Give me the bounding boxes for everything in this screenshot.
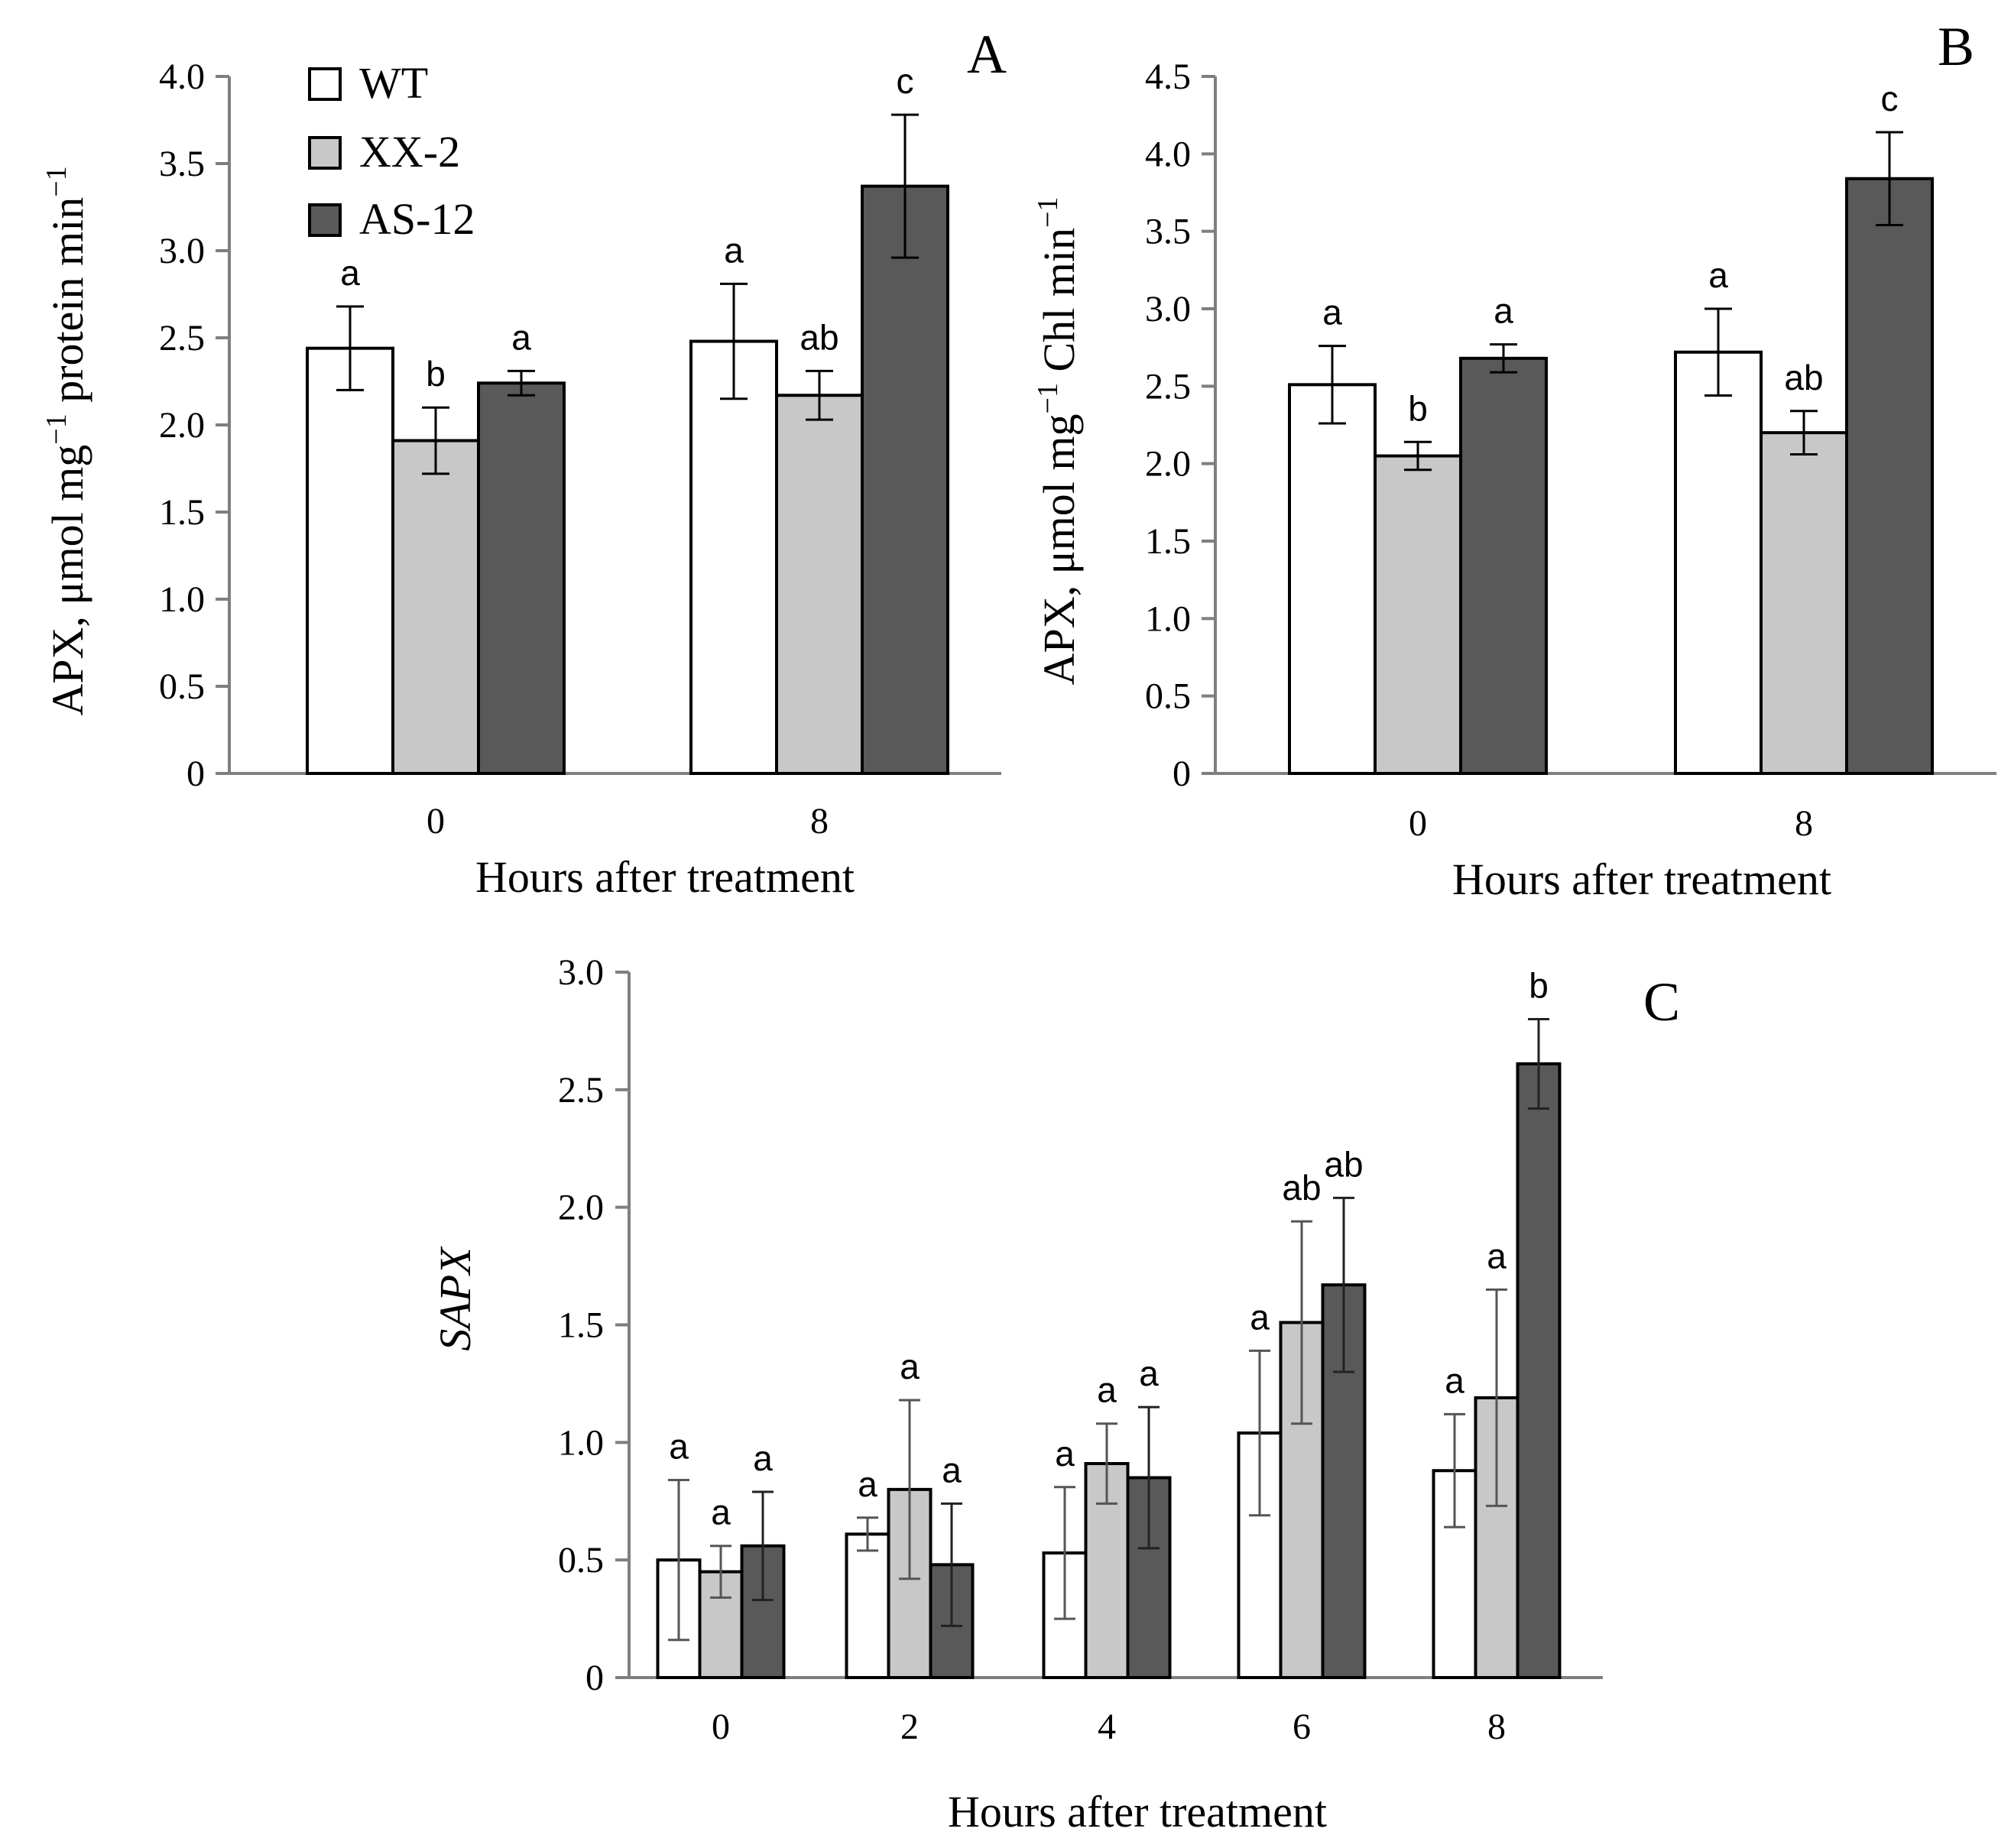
y-tick-label-b: 0.5: [1145, 676, 1191, 717]
legend: WT XX-2 AS-12: [308, 58, 475, 244]
y-tick-label-a: 3.5: [159, 144, 205, 184]
x-axis-title-c: Hours after treatment: [948, 1787, 1327, 1837]
significance-letter-b: b: [1408, 388, 1428, 428]
y-tick-label-c: 1.5: [558, 1305, 604, 1346]
y-tick-label-a: 4.0: [159, 57, 205, 97]
bar-b-as-12: [1845, 177, 1934, 775]
y-tick-label-a: 2.5: [159, 318, 205, 358]
bar-a-xx-2: [391, 439, 480, 776]
panel-label-b: B: [1938, 16, 1974, 77]
significance-letter-c: a: [1055, 1434, 1075, 1474]
y-tick-label-b: 2.5: [1145, 366, 1191, 407]
y-tick-label-b: 1.0: [1145, 598, 1191, 639]
y-tick-label-b: 3.0: [1145, 289, 1191, 329]
y-tick-label-c: 0.5: [558, 1540, 604, 1581]
y-tick-label-a: 3.0: [159, 231, 205, 271]
panel-c: C SAPX Hours after treatment 0 0.5 1.0 1.5 2…: [430, 952, 1680, 1837]
panel-a: A WT XX-2 AS-12 APX, μmol mg−1 protein m…: [41, 24, 1007, 902]
y-tick-label-c: 1.0: [558, 1422, 604, 1463]
bar-c-as-12: [1516, 1062, 1562, 1679]
significance-letter-b: a: [1322, 293, 1342, 332]
bar-a-as-12: [477, 381, 566, 775]
significance-letter-c: ab: [1324, 1144, 1363, 1184]
significance-letter-b: a: [1708, 255, 1728, 295]
y-tick-label-b: 1.5: [1145, 521, 1191, 562]
x-axis-title-b: Hours after treatment: [1452, 854, 1831, 904]
significance-letter-c: a: [1097, 1370, 1117, 1410]
significance-letter-b: ab: [1784, 358, 1823, 397]
significance-letter-c: a: [858, 1464, 877, 1504]
y-tick-label-c: 3.0: [558, 952, 604, 993]
significance-letter-c: ab: [1282, 1168, 1321, 1208]
y-tick-label-b: 4.5: [1145, 57, 1191, 97]
y-axis-title-a: APX, μmol mg−1 protein min−1: [41, 166, 92, 715]
bar-a-wt: [306, 346, 394, 775]
significance-letter-c: a: [1139, 1354, 1159, 1393]
significance-letter-c: a: [1487, 1236, 1507, 1276]
bar-b-as-12: [1459, 356, 1548, 775]
x-tick-label-b: 8: [1795, 803, 1813, 844]
significance-letter-c: a: [900, 1347, 920, 1386]
y-tick-label-b: 0: [1173, 754, 1191, 794]
x-tick-label-a: 0: [427, 801, 445, 841]
panel-b: B APX, μmol mg−1 Chl min−1 Hours after t…: [1032, 16, 1996, 904]
significance-letter-a: a: [511, 317, 531, 357]
significance-letter-c: a: [711, 1493, 731, 1532]
y-axis-title-c: SAPX: [430, 1246, 480, 1351]
legend-swatch-as12: [308, 203, 342, 237]
bar-b-xx-2: [1760, 431, 1848, 776]
y-tick-label-a: 2.0: [159, 405, 205, 446]
legend-swatch-xx2: [308, 136, 342, 170]
x-tick-label-b: 0: [1409, 803, 1427, 844]
x-tick-label-c: 2: [900, 1707, 919, 1747]
significance-letter-a: b: [426, 354, 446, 394]
y-tick-label-c: 2.5: [558, 1070, 604, 1110]
bar-b-wt: [1288, 383, 1377, 775]
y-tick-label-a: 1.0: [159, 579, 205, 620]
y-tick-label-a: 0.5: [159, 666, 205, 707]
legend-label-as12: AS-12: [359, 194, 475, 244]
y-tick-label-b: 4.0: [1145, 134, 1191, 174]
bar-a-as-12: [861, 184, 949, 775]
y-axis-title-b: APX, μmol mg−1 Chl min−1: [1032, 197, 1084, 686]
y-tick-label-a: 0: [187, 754, 205, 794]
y-tick-label-c: 0: [585, 1658, 604, 1698]
panel-label-c: C: [1643, 971, 1680, 1033]
bar-b-wt: [1674, 350, 1763, 776]
significance-letter-b: a: [1494, 291, 1513, 331]
panel-label-a: A: [967, 24, 1007, 85]
x-axis-title-a: Hours after treatment: [475, 852, 855, 902]
legend-label-xx2: XX-2: [359, 127, 460, 177]
y-tick-label-b: 2.0: [1145, 444, 1191, 485]
bar-c-wt: [845, 1532, 890, 1680]
x-tick-label-c: 0: [712, 1707, 730, 1747]
significance-letter-c: a: [753, 1438, 773, 1478]
x-tick-label-c: 6: [1293, 1707, 1311, 1747]
significance-letter-c: b: [1529, 966, 1549, 1006]
significance-letter-a: c: [897, 61, 914, 101]
y-tick-label-a: 1.5: [159, 492, 205, 533]
x-tick-label-c: 4: [1098, 1707, 1116, 1747]
significance-letter-c: a: [1250, 1297, 1270, 1337]
y-tick-label-c: 2.0: [558, 1188, 604, 1228]
legend-swatch-wt: [308, 67, 342, 101]
bar-b-xx-2: [1374, 454, 1462, 775]
bar-a-xx-2: [775, 394, 864, 775]
significance-letter-a: a: [340, 253, 360, 293]
significance-letter-a: ab: [800, 317, 838, 357]
legend-label-wt: WT: [359, 58, 428, 108]
significance-letter-b: c: [1881, 79, 1899, 118]
significance-letter-c: a: [1445, 1360, 1464, 1400]
bar-a-wt: [689, 339, 778, 775]
x-tick-label-a: 8: [810, 801, 829, 841]
x-tick-label-c: 8: [1487, 1707, 1506, 1747]
significance-letter-c: a: [669, 1427, 689, 1467]
y-tick-label-b: 3.5: [1145, 212, 1191, 252]
significance-letter-a: a: [724, 230, 744, 270]
significance-letter-c: a: [942, 1450, 962, 1490]
